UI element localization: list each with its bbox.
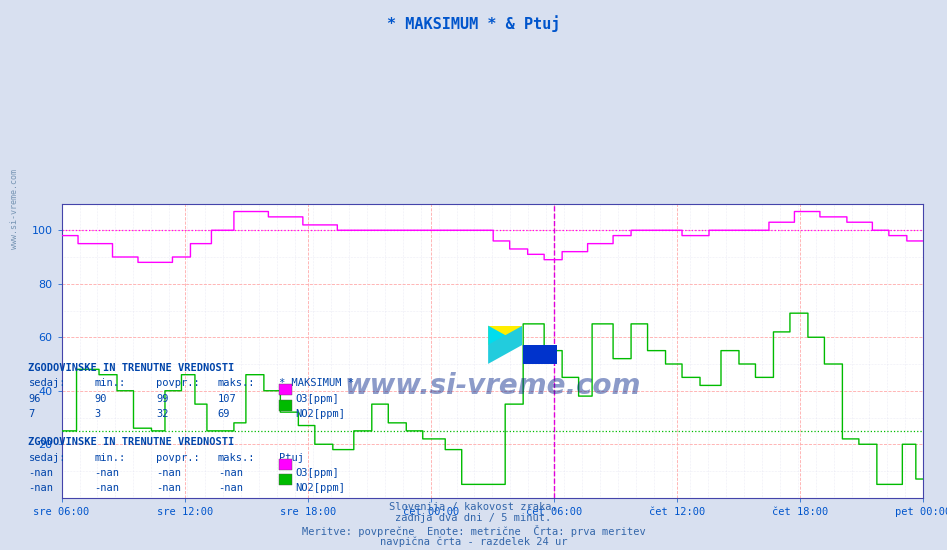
- Text: zadnja dva dni / 5 minut.: zadnja dva dni / 5 minut.: [396, 513, 551, 523]
- Text: 69: 69: [218, 409, 230, 419]
- Text: Meritve: povprečne  Enote: metrične  Črta: prva meritev: Meritve: povprečne Enote: metrične Črta:…: [302, 525, 645, 537]
- Text: sedaj:: sedaj:: [28, 453, 66, 463]
- Text: ZGODOVINSKE IN TRENUTNE VREDNOSTI: ZGODOVINSKE IN TRENUTNE VREDNOSTI: [28, 437, 235, 447]
- Text: -nan: -nan: [95, 483, 119, 493]
- Text: 96: 96: [28, 394, 41, 404]
- Text: * MAKSIMUM *: * MAKSIMUM *: [279, 378, 354, 388]
- Text: povpr.:: povpr.:: [156, 378, 200, 388]
- Text: maks.:: maks.:: [218, 453, 256, 463]
- Text: maks.:: maks.:: [218, 378, 256, 388]
- Text: 107: 107: [218, 394, 237, 404]
- Text: -nan: -nan: [156, 483, 181, 493]
- Text: sedaj:: sedaj:: [28, 378, 66, 388]
- Text: * MAKSIMUM * & Ptuj: * MAKSIMUM * & Ptuj: [386, 15, 561, 32]
- Text: navpična črta - razdelek 24 ur: navpična črta - razdelek 24 ur: [380, 536, 567, 547]
- Text: 3: 3: [95, 409, 101, 419]
- Text: 7: 7: [28, 409, 35, 419]
- FancyBboxPatch shape: [523, 345, 557, 364]
- Text: -nan: -nan: [28, 468, 53, 478]
- Text: www.si-vreme.com: www.si-vreme.com: [9, 169, 19, 249]
- Polygon shape: [488, 326, 523, 364]
- Text: -nan: -nan: [218, 468, 242, 478]
- Text: -nan: -nan: [218, 483, 242, 493]
- Text: ZGODOVINSKE IN TRENUTNE VREDNOSTI: ZGODOVINSKE IN TRENUTNE VREDNOSTI: [28, 363, 235, 373]
- Text: O3[ppm]: O3[ppm]: [295, 394, 339, 404]
- Text: 99: 99: [156, 394, 169, 404]
- Text: 90: 90: [95, 394, 107, 404]
- Text: 32: 32: [156, 409, 169, 419]
- Text: min.:: min.:: [95, 453, 126, 463]
- Text: NO2[ppm]: NO2[ppm]: [295, 483, 346, 493]
- FancyBboxPatch shape: [488, 326, 523, 345]
- Text: NO2[ppm]: NO2[ppm]: [295, 409, 346, 419]
- Text: -nan: -nan: [156, 468, 181, 478]
- Polygon shape: [488, 326, 523, 345]
- Text: www.si-vreme.com: www.si-vreme.com: [344, 372, 641, 400]
- Text: Ptuj: Ptuj: [279, 453, 304, 463]
- Text: -nan: -nan: [28, 483, 53, 493]
- Text: povpr.:: povpr.:: [156, 453, 200, 463]
- Text: O3[ppm]: O3[ppm]: [295, 468, 339, 478]
- Text: min.:: min.:: [95, 378, 126, 388]
- Text: Slovenija / kakovost zraka,: Slovenija / kakovost zraka,: [389, 502, 558, 512]
- Text: -nan: -nan: [95, 468, 119, 478]
